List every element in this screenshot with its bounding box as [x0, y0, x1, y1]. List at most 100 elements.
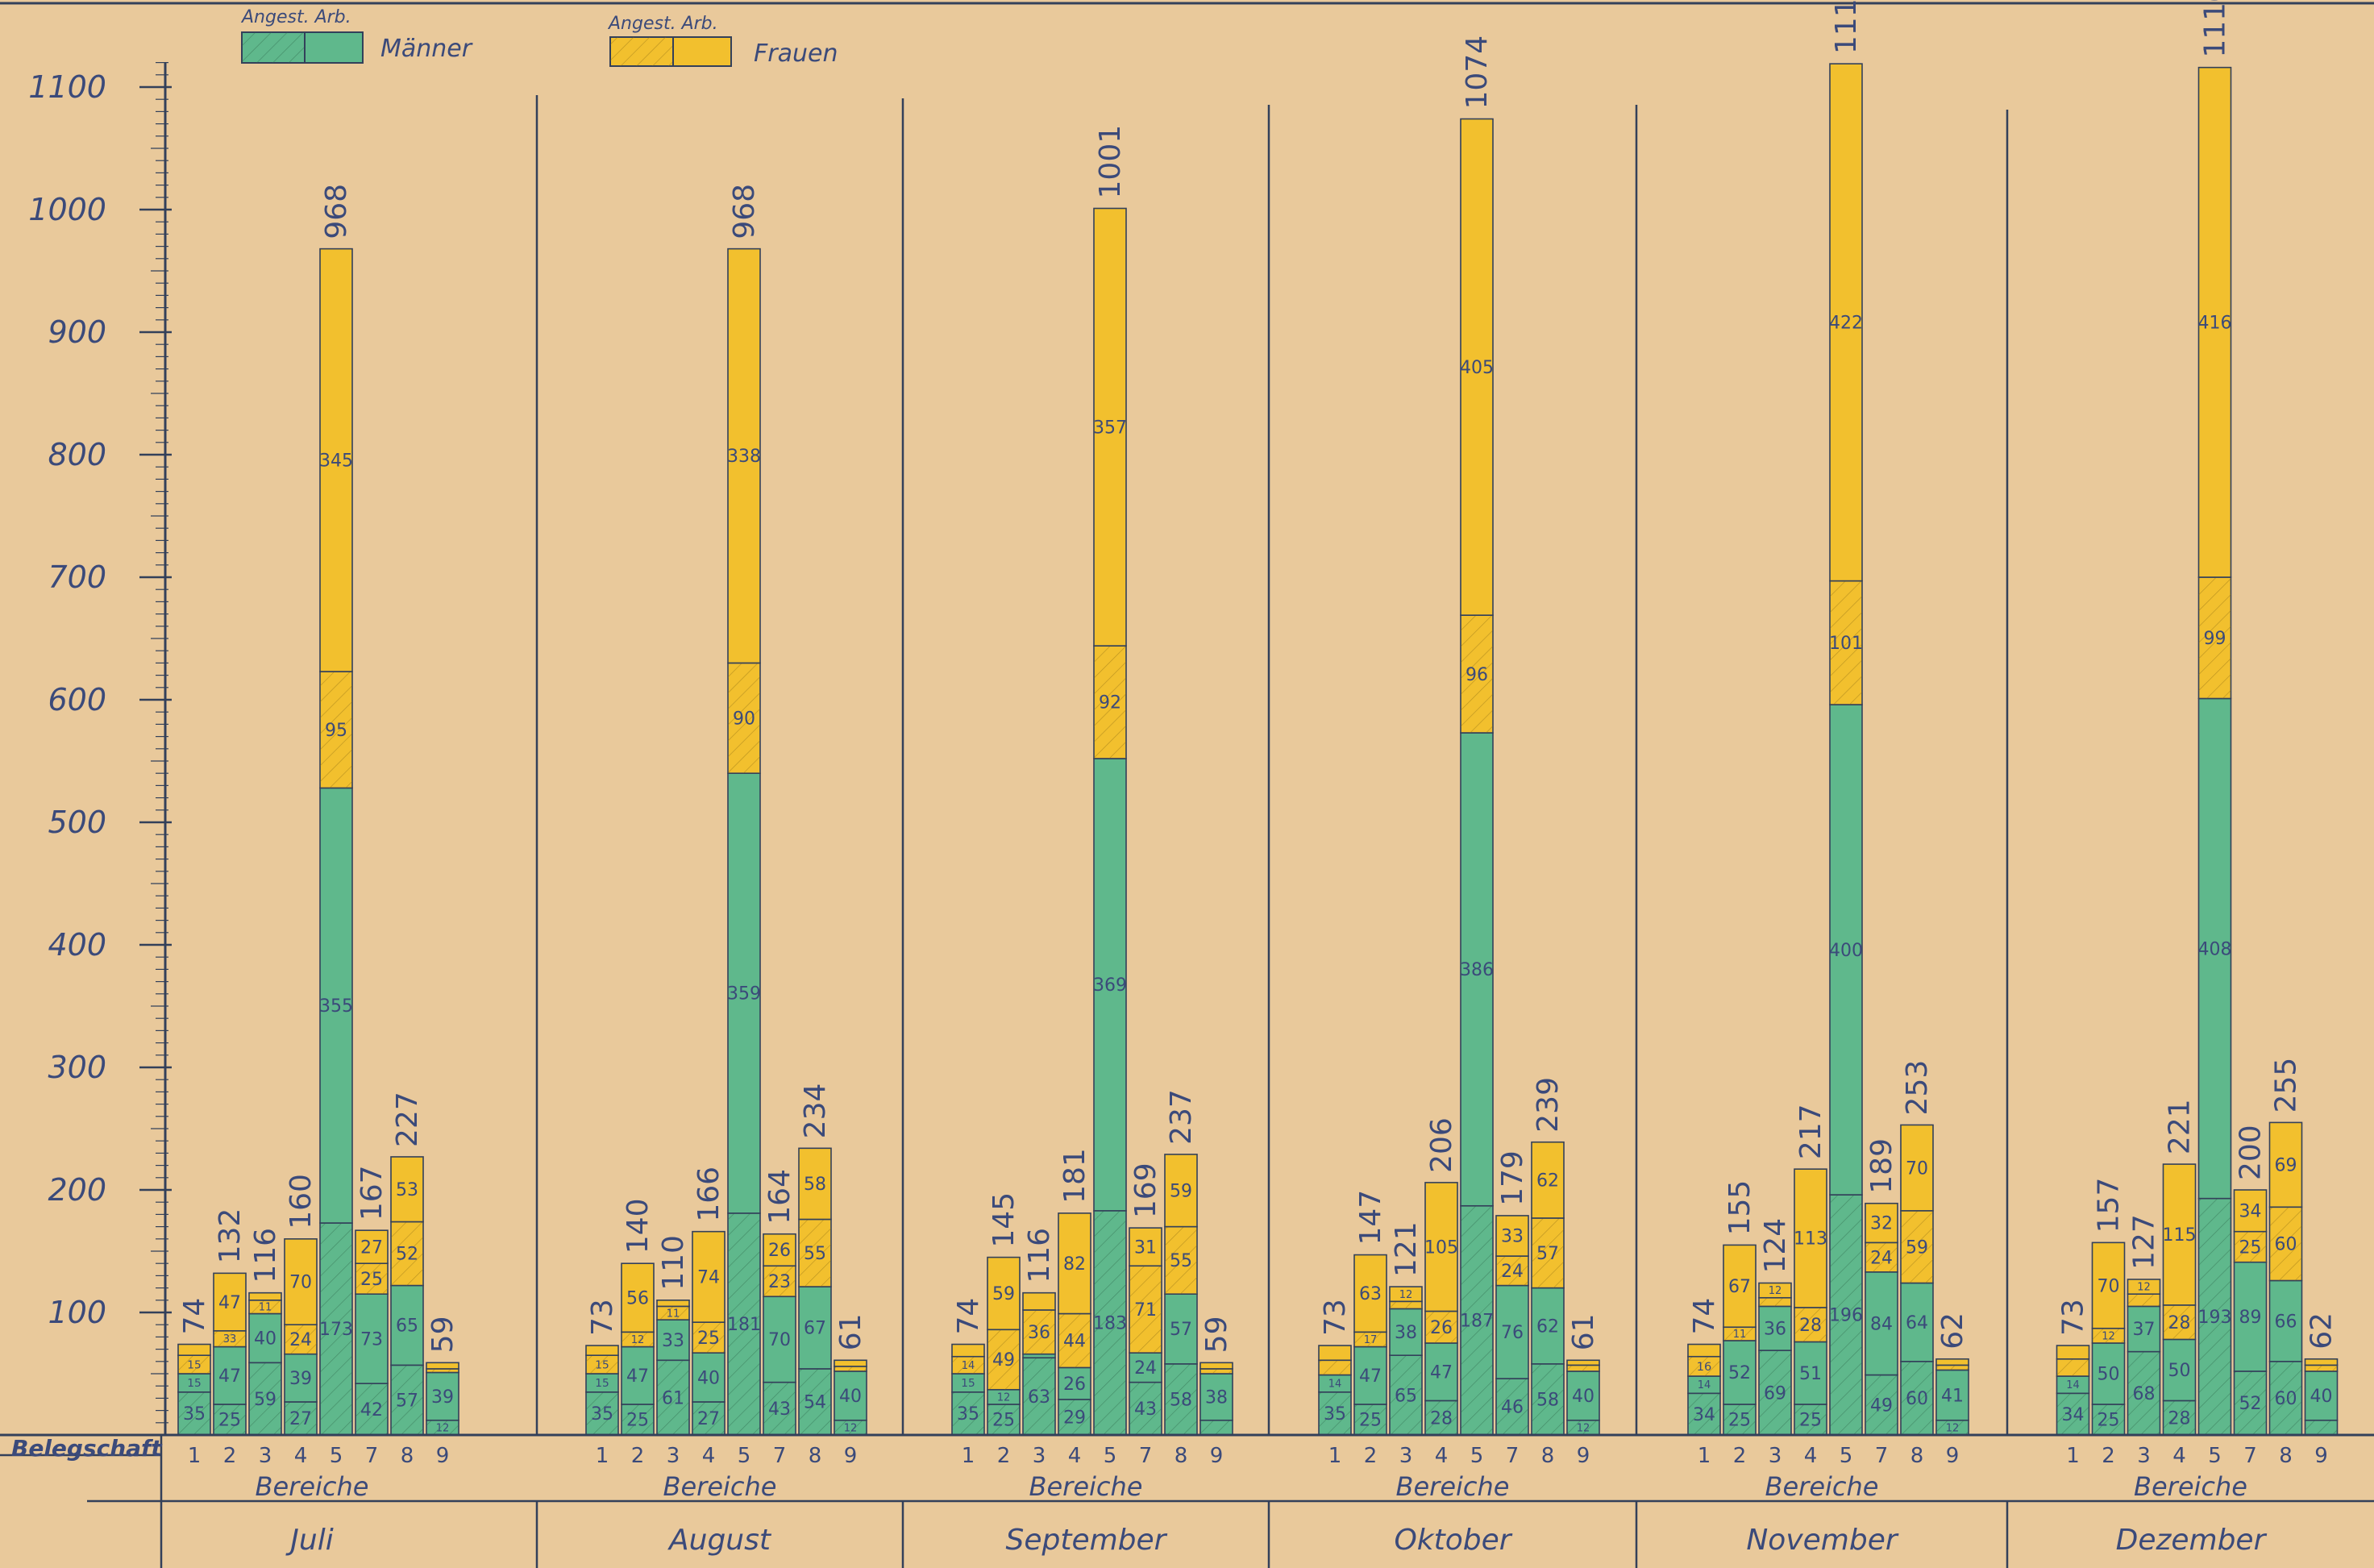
segment-label: 31 [1134, 1237, 1157, 1258]
month-label: August [667, 1524, 772, 1557]
bar-segment [621, 1262, 655, 1333]
bar-segment-hatch [1936, 1420, 1969, 1435]
bar-segment-hatch [728, 663, 760, 774]
bar-segment [1424, 1342, 1458, 1402]
segment-label: 69 [2275, 1156, 2297, 1176]
segment-label: 14 [2066, 1379, 2080, 1391]
category-label: 3 [259, 1444, 272, 1468]
segment-label: 27 [697, 1409, 720, 1429]
segment-label: 345 [319, 451, 353, 472]
bar-segment-hatch [692, 1401, 725, 1435]
bar-segment [1794, 1168, 1827, 1308]
bar-segment-hatch [214, 1330, 246, 1347]
category-label: 9 [844, 1444, 858, 1468]
bar-segment-hatch [1165, 1363, 1197, 1435]
segment-label: 64 [1906, 1313, 1928, 1333]
bar-segment-hatch [799, 1219, 831, 1287]
bar-segment [2233, 1189, 2268, 1233]
bar-segment [2091, 1242, 2126, 1329]
bars: 3515157425473347132594011116273924701601… [177, 0, 2339, 1436]
bar-segment [1022, 1291, 1056, 1311]
category-label: 2 [1364, 1444, 1378, 1468]
segment-label: 92 [1099, 693, 1121, 713]
category-label: 7 [1139, 1444, 1153, 1468]
category-label: 4 [294, 1444, 308, 1468]
bar-segment [1566, 1359, 1600, 1366]
bar-segment-hatch [320, 1223, 352, 1435]
segment-label: 35 [1324, 1404, 1346, 1425]
legend-women-hatch [610, 37, 673, 66]
bar-segment-hatch [2305, 1365, 2338, 1371]
segment-label: 16 [1697, 1360, 1712, 1374]
bar-segment [1058, 1366, 1091, 1400]
bar-segment [284, 1238, 318, 1326]
segment-label: 34 [1693, 1405, 1715, 1425]
segment-label: 59 [992, 1284, 1015, 1304]
category-label: 7 [2243, 1444, 2257, 1468]
bar-total-label: 59 [1200, 1316, 1233, 1354]
category-label: 1 [188, 1444, 202, 1468]
segment-label: 68 [2133, 1384, 2156, 1404]
category-label: 9 [1210, 1444, 1224, 1468]
segment-label: 47 [1359, 1366, 1382, 1387]
bar-segment-hatch [1496, 1379, 1528, 1435]
segment-label: 357 [1093, 418, 1127, 439]
bar-segment-hatch [1200, 1368, 1233, 1374]
segment-label: 11 [667, 1308, 680, 1320]
segment-label: 70 [289, 1273, 312, 1293]
bar-segment-hatch [1567, 1365, 1599, 1371]
bar-segment [621, 1345, 655, 1405]
bar-segment [2091, 1342, 2126, 1405]
bar-segment [987, 1256, 1021, 1331]
bar-total-label: 206 [1425, 1117, 1458, 1173]
bar-segment [798, 1147, 832, 1221]
y-tick-label: 700 [48, 559, 106, 595]
segment-label: 65 [396, 1316, 418, 1337]
y-tick-label: 600 [48, 682, 106, 717]
bar-segment-hatch [1496, 1256, 1528, 1286]
category-label: 5 [330, 1444, 343, 1468]
bar-segment-hatch [426, 1368, 459, 1373]
bar-segment [1758, 1305, 1792, 1351]
segment-label: 173 [319, 1320, 353, 1340]
category-label: 2 [997, 1444, 1011, 1468]
bar-segment-hatch [2234, 1370, 2267, 1435]
segment-label: 25 [2239, 1237, 2262, 1258]
bar-segment [2197, 66, 2232, 578]
bar-segment-hatch [2092, 1404, 2125, 1435]
segment-label: 416 [2198, 314, 2232, 334]
segment-label: 54 [804, 1393, 826, 1413]
segment-label: 33 [223, 1333, 237, 1345]
segment-label: 369 [1093, 975, 1127, 996]
bar-segment-hatch [728, 1212, 760, 1435]
bar-segment-hatch [1723, 1327, 1756, 1341]
bar-segment-hatch [2163, 1304, 2196, 1340]
segment-label: 24 [1134, 1358, 1157, 1379]
segment-label: 24 [1501, 1262, 1524, 1282]
bar-total-label: 147 [1354, 1190, 1387, 1246]
bar-segment-hatch [1058, 1399, 1091, 1435]
bar-segment-hatch [320, 672, 352, 788]
category-label: 4 [2172, 1444, 2186, 1468]
category-label: 5 [2208, 1444, 2222, 1468]
bar-segment [1531, 1287, 1565, 1365]
bar-segment-hatch [2056, 1393, 2089, 1435]
category-label: 4 [1804, 1444, 1818, 1468]
segment-label: 67 [1728, 1277, 1751, 1297]
segment-label: 25 [2098, 1411, 2120, 1431]
segment-label: 113 [1794, 1229, 1827, 1250]
bar-segment-hatch [987, 1329, 1020, 1390]
bar-segment [1093, 207, 1127, 647]
segment-label: 41 [1941, 1386, 1964, 1406]
bar-segment [1129, 1227, 1162, 1267]
bar-total-label: 255 [2270, 1058, 2303, 1113]
month-label: Dezember [2116, 1524, 2268, 1557]
bar-segment-hatch [1129, 1382, 1162, 1435]
segment-label: 28 [2168, 1313, 2191, 1333]
bar-segment [390, 1156, 424, 1223]
segment-label: 42 [360, 1400, 383, 1420]
bar-segment-hatch [1129, 1266, 1162, 1354]
category-label: 3 [1399, 1444, 1413, 1468]
bar-segment [656, 1319, 690, 1362]
